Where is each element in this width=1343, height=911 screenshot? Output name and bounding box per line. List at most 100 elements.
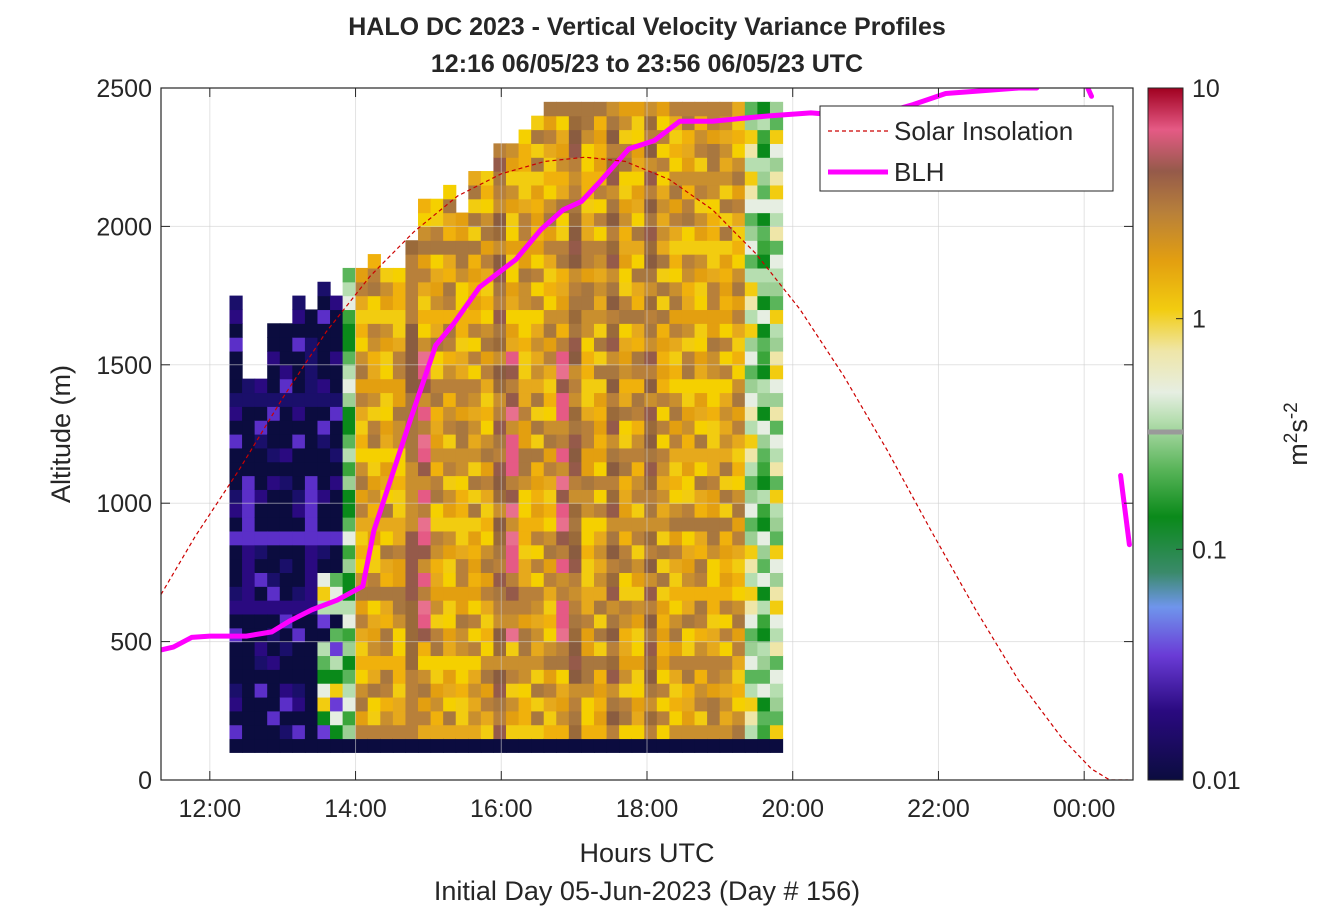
heatmap-cell — [606, 350, 620, 366]
heatmap-cell — [304, 627, 319, 643]
heatmap-cell — [304, 738, 319, 753]
heatmap-cell — [267, 378, 281, 394]
heatmap-cell — [581, 489, 595, 504]
heatmap-cell — [593, 558, 608, 573]
heatmap-cell — [405, 641, 419, 657]
heatmap-cell — [568, 226, 583, 241]
heatmap-cell — [744, 392, 758, 407]
heatmap-cell — [644, 572, 658, 587]
heatmap-cell — [430, 254, 444, 269]
heatmap-cell — [317, 447, 331, 463]
heatmap-cell — [468, 406, 482, 421]
heatmap-cell — [694, 406, 708, 421]
heatmap-cell — [267, 337, 281, 352]
heatmap-cell — [531, 738, 545, 753]
heatmap-cell — [279, 447, 293, 463]
heatmap-cell — [392, 669, 407, 684]
heatmap-cell — [707, 738, 721, 753]
heatmap-cell — [304, 364, 319, 380]
heatmap-cell — [644, 586, 658, 601]
heatmap-cell — [292, 586, 306, 601]
heatmap-cell — [254, 406, 268, 421]
heatmap-cell — [757, 143, 771, 158]
heatmap-cell — [656, 212, 671, 227]
heatmap-cell — [267, 544, 281, 560]
heatmap-cell — [656, 184, 671, 200]
heatmap-cell — [644, 378, 658, 394]
heatmap-cell — [279, 489, 293, 504]
heatmap-cell — [556, 669, 570, 684]
heatmap-cell — [317, 337, 331, 352]
heatmap-cell — [380, 406, 394, 421]
x-axis-sublabel: Initial Day 05-Jun-2023 (Day # 156) — [434, 876, 860, 906]
heatmap-cell — [229, 420, 243, 435]
heatmap-cell — [267, 641, 281, 657]
heatmap-cell — [531, 378, 545, 394]
heatmap-cell — [304, 544, 319, 560]
heatmap-cell — [769, 447, 784, 463]
heatmap-cell — [593, 295, 608, 311]
heatmap-cell — [455, 724, 469, 740]
heatmap-cell — [392, 600, 407, 615]
heatmap-cell — [304, 641, 319, 657]
heatmap-cell — [493, 627, 507, 643]
heatmap-cell — [531, 586, 545, 601]
heatmap-cell — [493, 572, 507, 587]
heatmap-cell — [644, 489, 658, 504]
heatmap-cell — [719, 323, 733, 338]
heatmap-cell — [606, 378, 620, 394]
x-tick-label: 14:00 — [324, 795, 387, 823]
heatmap-cell — [694, 655, 708, 670]
heatmap-cell — [568, 392, 583, 407]
heatmap-cell — [430, 738, 444, 753]
heatmap-cell — [518, 198, 532, 214]
heatmap-cell — [405, 738, 419, 753]
heatmap-cell — [405, 364, 419, 380]
heatmap-cell — [669, 447, 683, 463]
heatmap-cell — [355, 613, 369, 629]
heatmap-cell — [769, 378, 784, 394]
heatmap-cell — [531, 696, 545, 712]
heatmap-cell — [355, 392, 369, 407]
heatmap-cell — [304, 447, 319, 463]
heatmap-cell — [744, 683, 758, 698]
heatmap-cell — [619, 226, 633, 241]
heatmap-cell — [719, 475, 733, 490]
heatmap-cell — [644, 724, 658, 740]
heatmap-cell — [518, 696, 532, 712]
heatmap-cell — [606, 281, 620, 297]
heatmap-cell — [631, 447, 645, 463]
heatmap-cell — [392, 627, 407, 643]
heatmap-cell — [468, 696, 482, 712]
heatmap-cell — [656, 295, 671, 311]
heatmap-cell — [744, 461, 758, 477]
heatmap-cell — [430, 544, 444, 560]
heatmap-cell — [355, 295, 369, 311]
heatmap-cell — [556, 475, 570, 490]
heatmap-cell — [543, 530, 557, 546]
heatmap-cell — [769, 143, 784, 158]
heatmap-cell — [480, 364, 495, 380]
heatmap-cell — [229, 503, 243, 518]
heatmap-cell — [556, 738, 570, 753]
heatmap-cell — [330, 323, 344, 338]
heatmap-cell — [694, 337, 708, 352]
heatmap-cell — [229, 600, 243, 615]
heatmap-cell — [694, 101, 708, 117]
heatmap-cell — [455, 254, 469, 269]
heatmap-cell — [669, 198, 683, 214]
heatmap-cell — [468, 171, 482, 186]
heatmap-cell — [418, 655, 432, 670]
heatmap-cell — [455, 627, 469, 643]
heatmap-cell — [405, 710, 419, 726]
heatmap-cell — [732, 337, 746, 352]
heatmap-cell — [267, 696, 281, 712]
heatmap-cell — [631, 489, 645, 504]
heatmap-cell — [418, 696, 432, 712]
heatmap-cell — [543, 101, 557, 117]
heatmap-cell — [769, 157, 784, 172]
heatmap-cell — [493, 143, 507, 158]
heatmap-cell — [631, 171, 645, 186]
heatmap-cell — [506, 517, 520, 532]
heatmap-cell — [606, 240, 620, 255]
